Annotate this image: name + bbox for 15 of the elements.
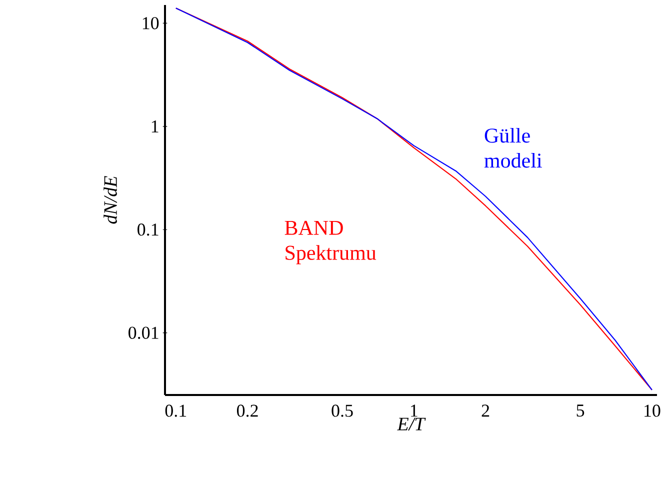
y-tick-label: 10 <box>142 17 159 30</box>
y-tick-label: 0.1 <box>138 224 158 236</box>
series-label: Gülle modeli <box>484 128 542 168</box>
y-axis-title: dN/dE <box>104 176 117 224</box>
x-axis-title: E/T <box>397 418 426 430</box>
text: BAND Spektrumu <box>284 220 376 264</box>
y-tick-label: 0.01 <box>128 326 158 339</box>
x-tick-label: 2 <box>482 404 490 417</box>
x-tick-label: 5 <box>576 404 584 417</box>
x-tick-label: 0.2 <box>236 404 258 417</box>
x-tick-label: 0.5 <box>332 404 353 417</box>
y-tick-label: 1 <box>152 120 158 132</box>
x-tick-label: 0.1 <box>165 404 186 417</box>
x-tick-label: 10 <box>644 404 660 417</box>
x-tick-label: 1 <box>411 404 418 417</box>
